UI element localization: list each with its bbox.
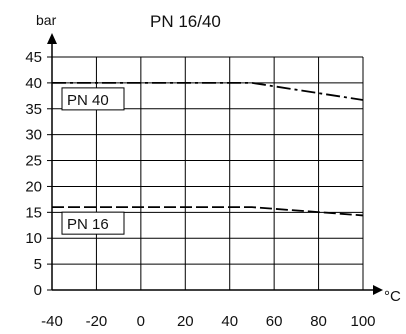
y-tick-label-45: 45 (25, 49, 42, 66)
x-tick-label-0: 0 (137, 313, 145, 330)
y-axis-arrow (47, 33, 57, 44)
series-label-box-pn-40 (61, 87, 125, 111)
x-tick-label--40: -40 (41, 313, 63, 330)
y-tick-label-35: 35 (25, 101, 42, 118)
x-tick-label-40: 40 (221, 313, 238, 330)
x-tick-label-60: 60 (266, 313, 283, 330)
y-tick-label-25: 25 (25, 153, 42, 170)
chart-title: PN 16/40 (150, 12, 221, 31)
series-line-pn-16 (52, 206, 364, 217)
x-tick-label-20: 20 (177, 313, 194, 330)
x-tick-label--20: -20 (86, 313, 108, 330)
axes (47, 33, 383, 295)
y-tick-label-15: 15 (25, 204, 42, 221)
series-lines (52, 81, 364, 217)
series-label-pn-16: PN 16 (67, 216, 109, 233)
x-axis-label: °C (384, 288, 401, 305)
x-axis-arrow (373, 285, 383, 295)
series-label-pn-40: PN 40 (67, 92, 109, 109)
y-tick-label-0: 0 (34, 282, 42, 299)
y-tick-label-10: 10 (25, 230, 42, 247)
y-tick-label-20: 20 (25, 178, 42, 195)
x-tick-label-80: 80 (310, 313, 327, 330)
y-tick-label-5: 5 (34, 256, 42, 273)
tick-labels: 0 5 10 15 20 25 30 35 40 45 -40 -20 0 20 40 60 80 100 (25, 49, 375, 330)
x-tick-label-100: 100 (350, 313, 375, 330)
series-labels: PN 40 PN 16 (61, 87, 125, 235)
grid (52, 56, 364, 290)
y-axis-label: bar (36, 12, 57, 28)
y-tick-label-40: 40 (25, 75, 42, 92)
y-tick-label-30: 30 (25, 127, 42, 144)
series-label-box-pn-16 (61, 211, 125, 235)
